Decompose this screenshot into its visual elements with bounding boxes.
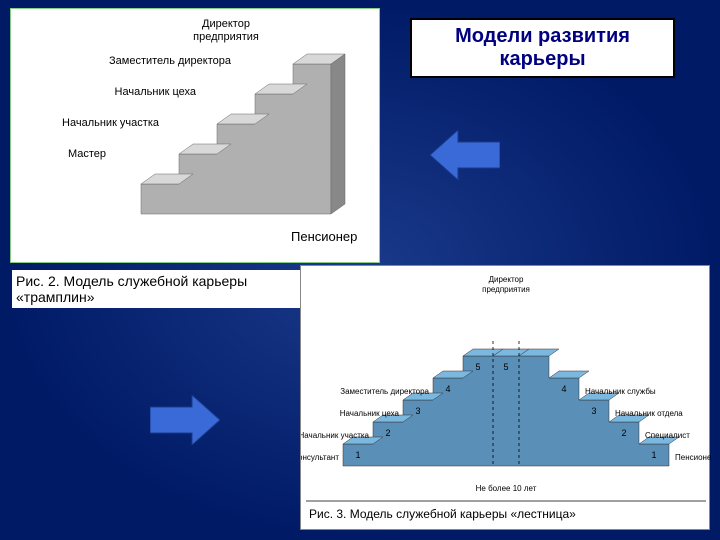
fig1-label-4: Мастер <box>68 148 106 160</box>
fig1-label-3: Начальник участка <box>62 117 160 129</box>
fig2-right-label-3: Начальник службы <box>585 387 656 396</box>
svg-text:1: 1 <box>355 450 360 460</box>
fig2-top-a: Директор <box>489 275 524 284</box>
title-box: Модели развития карьеры <box>410 18 675 78</box>
fig2-pyramid: 1 1 2 2 3 3 4 4 5 5 Директор предприятия Не более… <box>301 266 711 531</box>
fig2-left-label-2: Начальник цеха <box>340 409 400 418</box>
fig1-staircase: Директор предприятия Заместитель директо… <box>11 9 381 264</box>
svg-text:1: 1 <box>651 450 656 460</box>
fig2-left-label-0: Консультант <box>301 453 339 462</box>
fig2-right-label-2: Начальник отдела <box>615 409 683 418</box>
svg-text:5: 5 <box>503 362 508 372</box>
title-line1: Модели развития <box>455 25 630 48</box>
fig2-left-label-3: Заместитель директора <box>340 387 429 396</box>
fig2-caption: Рис. 3. Модель служебной карьеры «лестни… <box>309 507 576 521</box>
svg-text:2: 2 <box>385 428 390 438</box>
fig1-label-0b: предприятия <box>193 31 259 43</box>
fig2-top-b: предприятия <box>482 285 530 294</box>
fig1-panel: Директор предприятия Заместитель директо… <box>10 8 380 263</box>
arrow-right-icon <box>150 395 220 445</box>
arrow-left-icon <box>430 130 500 180</box>
fig1-end-label: Пенсионер <box>291 229 357 244</box>
svg-text:3: 3 <box>591 406 596 416</box>
title-line2: карьеры <box>455 48 630 71</box>
svg-text:5: 5 <box>475 362 480 372</box>
fig2-left-label-1: Начальник участка <box>301 431 370 440</box>
fig2-right-label-0: Пенсионер <box>675 453 711 462</box>
svg-text:3: 3 <box>415 406 420 416</box>
fig2-right-label-1: Специалист <box>645 431 690 440</box>
fig1-label-2: Начальник цеха <box>115 86 197 98</box>
fig1-label-0a: Директор <box>202 18 250 30</box>
fig2-panel: 1 1 2 2 3 3 4 4 5 5 Директор предприятия Не более… <box>300 265 710 530</box>
svg-text:2: 2 <box>621 428 626 438</box>
svg-text:4: 4 <box>445 384 450 394</box>
fig1-caption-l1: Рис. 2. Модель служебной карьеры <box>16 273 247 289</box>
fig1-label-1: Заместитель директора <box>109 55 232 67</box>
fig1-caption-l2: «трамплин» <box>16 289 94 305</box>
svg-text:4: 4 <box>561 384 566 394</box>
fig2-bottom-label: Не более 10 лет <box>476 484 537 493</box>
